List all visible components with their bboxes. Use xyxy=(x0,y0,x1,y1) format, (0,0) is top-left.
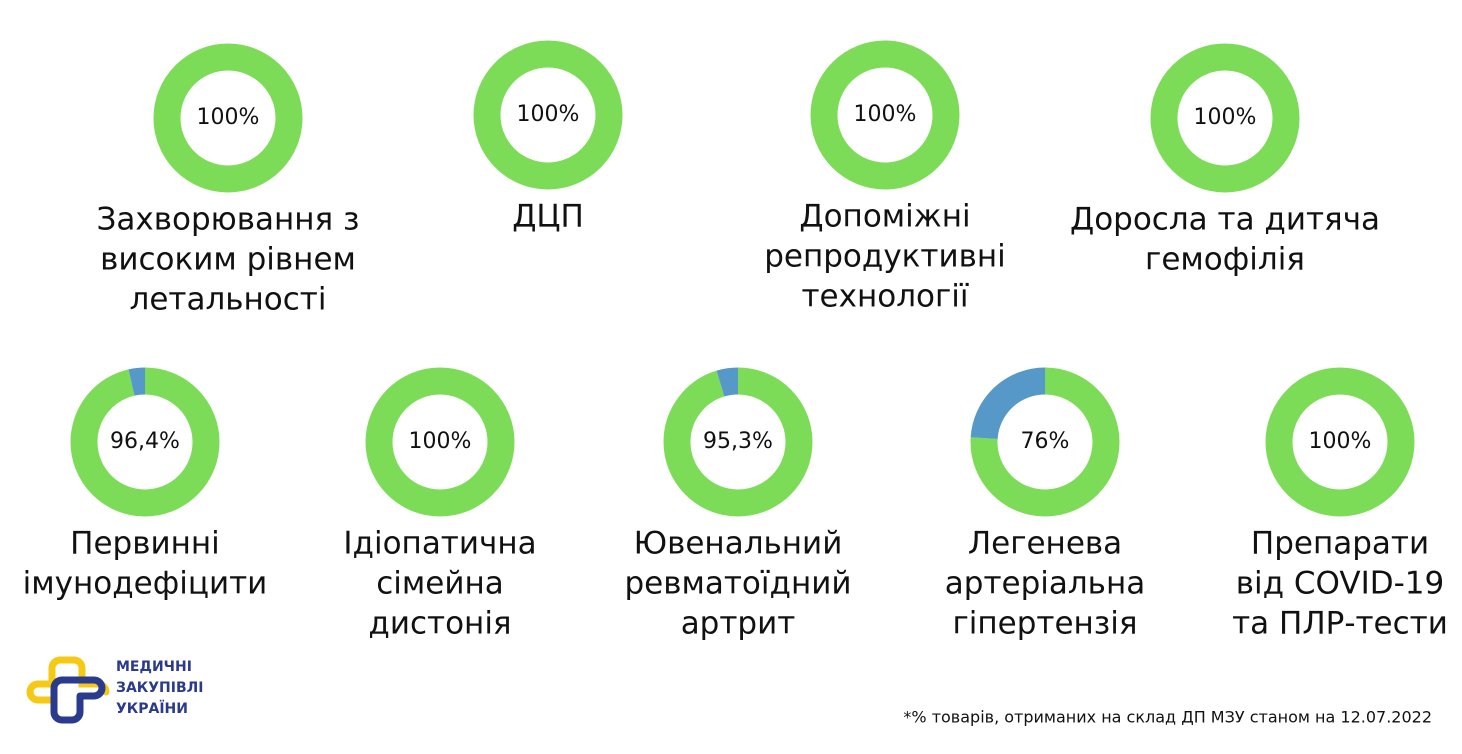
donut-label: артеріальна xyxy=(945,566,1145,602)
donut-label: високим рівнем xyxy=(100,242,356,278)
donut-label: Первинні xyxy=(70,526,220,562)
logo-text: ЗАКУПІВЛІ xyxy=(116,680,203,696)
center-label: 100% xyxy=(409,429,472,454)
donut-label: ДЦП xyxy=(512,199,584,235)
donut-segment xyxy=(970,367,1120,517)
center-label: 76% xyxy=(1021,429,1070,454)
donut-label: репродуктивні xyxy=(764,239,1006,275)
logo-mark xyxy=(26,656,110,724)
donut-segment xyxy=(473,40,623,190)
donut-label: Доросла та дитяча xyxy=(1070,202,1380,238)
center-label: 96,4% xyxy=(110,429,180,454)
donut-segment xyxy=(153,43,303,193)
donut-label: гемофілія xyxy=(1145,242,1305,278)
donut-label: та ПЛР-тести xyxy=(1232,606,1448,642)
donut-label: імунодефіцити xyxy=(23,566,268,602)
logo-text: МЕДИЧНІ xyxy=(116,659,192,675)
donut-label: від COVID-19 xyxy=(1236,566,1445,602)
donut-segment xyxy=(810,40,960,190)
donut-label: гіпертензія xyxy=(952,606,1137,642)
donut-segment xyxy=(1265,367,1415,517)
donut-label: летальності xyxy=(130,282,327,318)
center-label: 100% xyxy=(197,105,260,130)
donut-label: Допоміжні xyxy=(799,199,970,235)
donut-label: Препарати xyxy=(1251,526,1429,562)
donut-segment xyxy=(663,367,813,517)
footnote: *% товарів, отриманих на склад ДП МЗУ ст… xyxy=(903,708,1432,727)
donut-label: технології xyxy=(801,279,968,315)
donut-label: Ідіопатична xyxy=(343,526,536,562)
center-label: 100% xyxy=(854,102,917,127)
donut-segment xyxy=(70,367,220,517)
donut-label: Захворювання з xyxy=(96,202,359,238)
donut-label: дистонія xyxy=(368,606,511,642)
donut-label: ревматоїдний xyxy=(624,566,851,602)
donut-label: сімейна xyxy=(376,566,504,602)
donut-label: артрит xyxy=(681,606,796,642)
center-label: 95,3% xyxy=(703,429,773,454)
center-label: 100% xyxy=(1309,429,1372,454)
logo-text: УКРАЇНИ xyxy=(116,700,188,717)
donut-segment xyxy=(1150,43,1300,193)
donut-label: Ювенальний xyxy=(634,526,843,562)
center-label: 100% xyxy=(517,102,580,127)
donut-segment xyxy=(365,367,515,517)
center-label: 100% xyxy=(1194,105,1257,130)
donut-label: Легенева xyxy=(968,526,1122,562)
